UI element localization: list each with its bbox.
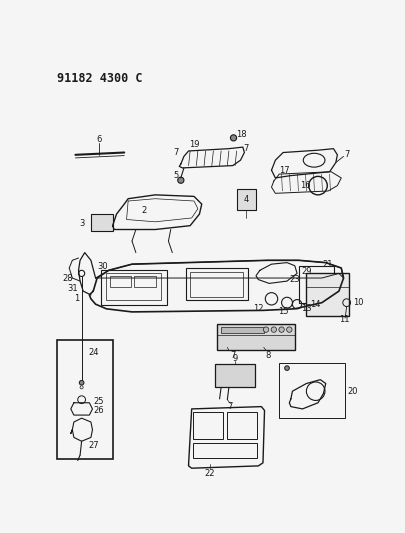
Bar (306, 273, 349, 316)
Bar (134, 277, 156, 287)
Text: 7: 7 (228, 402, 233, 411)
Bar (190, 272, 243, 296)
Bar (279, 363, 345, 418)
Text: 24: 24 (88, 348, 98, 357)
Text: 27: 27 (88, 441, 98, 450)
Text: 16: 16 (300, 181, 311, 190)
Text: 4: 4 (243, 195, 249, 204)
Circle shape (79, 381, 84, 385)
Text: 17: 17 (279, 166, 290, 175)
Text: 1: 1 (74, 294, 79, 303)
Bar (107, 273, 161, 301)
Bar (57, 340, 113, 459)
Text: 12: 12 (253, 304, 264, 313)
Bar (109, 277, 131, 287)
Bar (193, 412, 223, 439)
Text: 7: 7 (230, 351, 235, 360)
Bar (227, 412, 257, 439)
Circle shape (230, 135, 237, 141)
Text: 25: 25 (94, 397, 104, 406)
Text: 30: 30 (97, 262, 108, 271)
Text: 3: 3 (79, 219, 85, 228)
Bar (193, 443, 257, 458)
Bar (215, 364, 255, 387)
Bar (237, 189, 256, 210)
Text: 7: 7 (243, 144, 249, 153)
Text: 21: 21 (323, 260, 333, 269)
Circle shape (263, 327, 269, 332)
Text: 31: 31 (68, 284, 78, 293)
Text: 28: 28 (62, 273, 73, 282)
Bar (186, 268, 248, 301)
Text: 2: 2 (141, 206, 146, 215)
Circle shape (285, 366, 289, 370)
Circle shape (287, 327, 292, 332)
Circle shape (271, 327, 277, 332)
Text: 14: 14 (310, 300, 321, 309)
Bar (298, 265, 333, 303)
Bar (221, 327, 264, 333)
Bar (101, 270, 167, 305)
Circle shape (279, 327, 284, 332)
Text: 6: 6 (96, 135, 101, 144)
Text: 15: 15 (278, 308, 288, 317)
Text: 10: 10 (353, 298, 363, 307)
Text: 7: 7 (345, 150, 350, 158)
Text: 11: 11 (339, 315, 350, 324)
Bar (217, 324, 295, 350)
Text: 20: 20 (347, 387, 358, 395)
Text: 7: 7 (173, 148, 179, 157)
Bar (91, 214, 113, 231)
Text: 22: 22 (204, 469, 215, 478)
Text: 91182 4300 C: 91182 4300 C (57, 71, 142, 85)
Text: 18: 18 (236, 130, 247, 139)
Text: 9: 9 (232, 353, 238, 362)
Text: 29: 29 (301, 268, 311, 276)
Text: 13: 13 (301, 304, 312, 313)
Text: 8: 8 (265, 351, 270, 360)
Text: 19: 19 (189, 140, 199, 149)
Text: 26: 26 (94, 406, 104, 415)
Circle shape (178, 177, 184, 183)
Text: 5: 5 (174, 171, 179, 180)
Text: 23: 23 (290, 275, 300, 284)
